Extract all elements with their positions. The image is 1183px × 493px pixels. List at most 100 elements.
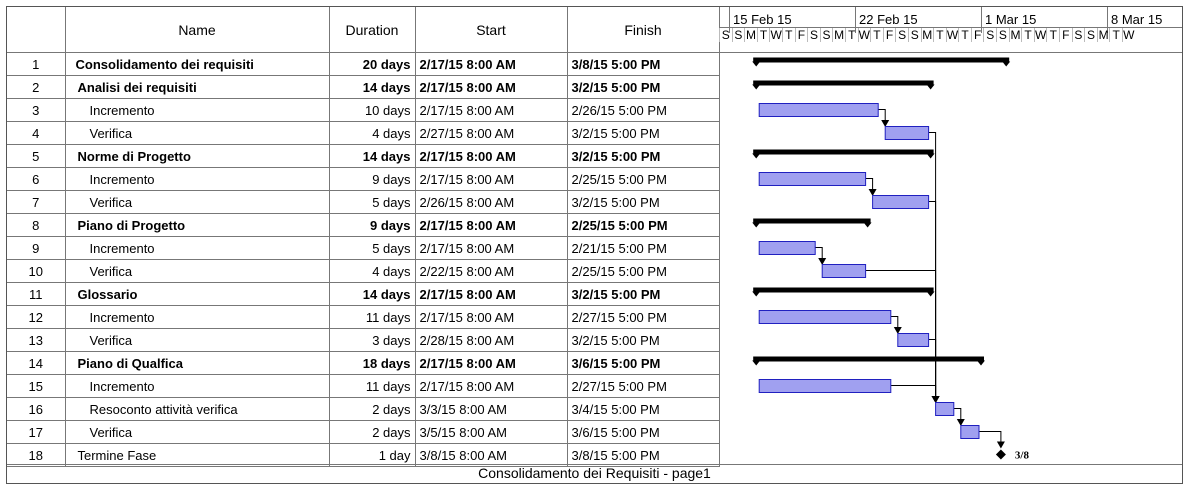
task-duration-cell[interactable]: 20 days bbox=[328, 52, 416, 76]
task-id-cell[interactable]: 11 bbox=[7, 282, 66, 306]
task-name-cell[interactable]: Glossario bbox=[64, 282, 330, 306]
task-start-cell[interactable]: 2/17/15 8:00 AM bbox=[414, 282, 568, 306]
task-duration-cell[interactable]: 9 days bbox=[328, 213, 416, 237]
task-finish-cell[interactable]: 3/6/15 5:00 PM bbox=[566, 351, 720, 375]
task-id-cell[interactable]: 10 bbox=[7, 259, 66, 283]
task-duration-cell[interactable]: 5 days bbox=[328, 190, 416, 214]
task-finish-cell[interactable]: 2/25/15 5:00 PM bbox=[566, 167, 720, 191]
task-finish-cell[interactable]: 3/2/15 5:00 PM bbox=[566, 328, 720, 352]
task-start-cell[interactable]: 3/5/15 8:00 AM bbox=[414, 420, 568, 444]
task-finish-cell[interactable]: 3/6/15 5:00 PM bbox=[566, 420, 720, 444]
task-finish-cell[interactable]: 3/2/15 5:00 PM bbox=[566, 190, 720, 214]
task-id-cell[interactable]: 17 bbox=[7, 420, 66, 444]
task-id-cell[interactable]: 2 bbox=[7, 75, 66, 99]
table-row[interactable]: 4 Verifica 4 days 2/27/15 8:00 AM 3/2/15 5:0… bbox=[7, 121, 720, 145]
task-start-cell[interactable]: 2/17/15 8:00 AM bbox=[414, 351, 568, 375]
task-name-cell[interactable]: Verifica bbox=[64, 259, 330, 283]
name-column-header[interactable]: Name bbox=[64, 7, 330, 53]
task-start-cell[interactable]: 3/3/15 8:00 AM bbox=[414, 397, 568, 421]
task-finish-cell[interactable]: 3/2/15 5:00 PM bbox=[566, 75, 720, 99]
task-id-cell[interactable]: 9 bbox=[7, 236, 66, 260]
task-start-cell[interactable]: 2/17/15 8:00 AM bbox=[414, 144, 568, 168]
task-id-cell[interactable]: 16 bbox=[7, 397, 66, 421]
finish-column-header[interactable]: Finish bbox=[566, 7, 720, 53]
table-row[interactable]: 17 Verifica 2 days 3/5/15 8:00 AM 3/6/15 5:0… bbox=[7, 420, 720, 444]
task-duration-cell[interactable]: 11 days bbox=[328, 374, 416, 398]
task-duration-cell[interactable]: 3 days bbox=[328, 328, 416, 352]
task-id-cell[interactable]: 7 bbox=[7, 190, 66, 214]
task-name-cell[interactable]: Incremento bbox=[64, 98, 330, 122]
table-row[interactable]: 5 Norme di Progetto 14 days 2/17/15 8:00 AM… bbox=[7, 144, 720, 168]
start-column-header[interactable]: Start bbox=[414, 7, 568, 53]
task-finish-cell[interactable]: 3/8/15 5:00 PM bbox=[566, 52, 720, 76]
task-name-cell[interactable]: Verifica bbox=[64, 121, 330, 145]
task-start-cell[interactable]: 2/17/15 8:00 AM bbox=[414, 305, 568, 329]
task-duration-cell[interactable]: 14 days bbox=[328, 144, 416, 168]
table-row[interactable]: 11 Glossario 14 days 2/17/15 8:00 AM 3/2/15 … bbox=[7, 282, 720, 306]
task-duration-cell[interactable]: 14 days bbox=[328, 282, 416, 306]
task-id-cell[interactable]: 6 bbox=[7, 167, 66, 191]
table-row[interactable]: 6 Incremento 9 days 2/17/15 8:00 AM 2/25/15 … bbox=[7, 167, 720, 191]
table-row[interactable]: 7 Verifica 5 days 2/26/15 8:00 AM 3/2/15 5:0… bbox=[7, 190, 720, 214]
task-duration-cell[interactable]: 10 days bbox=[328, 98, 416, 122]
task-id-cell[interactable]: 18 bbox=[7, 443, 66, 467]
task-finish-cell[interactable]: 2/26/15 5:00 PM bbox=[566, 98, 720, 122]
task-duration-cell[interactable]: 2 days bbox=[328, 397, 416, 421]
task-finish-cell[interactable]: 3/4/15 5:00 PM bbox=[566, 397, 720, 421]
task-finish-cell[interactable]: 2/27/15 5:00 PM bbox=[566, 374, 720, 398]
task-finish-cell[interactable]: 2/21/15 5:00 PM bbox=[566, 236, 720, 260]
task-name-cell[interactable]: Termine Fase bbox=[64, 443, 330, 467]
table-row[interactable]: 13 Verifica 3 days 2/28/15 8:00 AM 3/2/15 5:… bbox=[7, 328, 720, 352]
task-finish-cell[interactable]: 3/2/15 5:00 PM bbox=[566, 144, 720, 168]
task-id-cell[interactable]: 12 bbox=[7, 305, 66, 329]
table-row[interactable]: 3 Incremento 10 days 2/17/15 8:00 AM 2/26/15… bbox=[7, 98, 720, 122]
task-id-cell[interactable]: 4 bbox=[7, 121, 66, 145]
table-row[interactable]: 18 Termine Fase 1 day 3/8/15 8:00 AM 3/8/15 … bbox=[7, 443, 720, 467]
task-name-cell[interactable]: Incremento bbox=[64, 374, 330, 398]
task-start-cell[interactable]: 2/26/15 8:00 AM bbox=[414, 190, 568, 214]
task-name-cell[interactable]: Verifica bbox=[64, 328, 330, 352]
task-name-cell[interactable]: Verifica bbox=[64, 420, 330, 444]
task-name-cell[interactable]: Resoconto attività verifica bbox=[64, 397, 330, 421]
task-start-cell[interactable]: 2/17/15 8:00 AM bbox=[414, 213, 568, 237]
duration-column-header[interactable]: Duration bbox=[328, 7, 416, 53]
task-id-cell[interactable]: 1 bbox=[7, 52, 66, 76]
task-id-cell[interactable]: 3 bbox=[7, 98, 66, 122]
task-start-cell[interactable]: 2/27/15 8:00 AM bbox=[414, 121, 568, 145]
task-duration-cell[interactable]: 11 days bbox=[328, 305, 416, 329]
task-name-cell[interactable]: Verifica bbox=[64, 190, 330, 214]
task-name-cell[interactable]: Incremento bbox=[64, 236, 330, 260]
table-row[interactable]: 9 Incremento 5 days 2/17/15 8:00 AM 2/21/15 … bbox=[7, 236, 720, 260]
task-name-cell[interactable]: Piano di Qualfica bbox=[64, 351, 330, 375]
task-name-cell[interactable]: Incremento bbox=[64, 167, 330, 191]
task-id-cell[interactable]: 5 bbox=[7, 144, 66, 168]
task-duration-cell[interactable]: 4 days bbox=[328, 121, 416, 145]
table-row[interactable]: 1 Consolidamento dei requisiti 20 days 2/17… bbox=[7, 52, 720, 76]
task-duration-cell[interactable]: 9 days bbox=[328, 167, 416, 191]
table-row[interactable]: 12 Incremento 11 days 2/17/15 8:00 AM 2/27/1… bbox=[7, 305, 720, 329]
task-name-cell[interactable]: Norme di Progetto bbox=[64, 144, 330, 168]
task-finish-cell[interactable]: 3/2/15 5:00 PM bbox=[566, 282, 720, 306]
task-name-cell[interactable]: Analisi dei requisiti bbox=[64, 75, 330, 99]
task-id-cell[interactable]: 14 bbox=[7, 351, 66, 375]
task-start-cell[interactable]: 2/17/15 8:00 AM bbox=[414, 52, 568, 76]
task-name-cell[interactable]: Incremento bbox=[64, 305, 330, 329]
task-finish-cell[interactable]: 3/8/15 5:00 PM bbox=[566, 443, 720, 467]
task-start-cell[interactable]: 2/17/15 8:00 AM bbox=[414, 75, 568, 99]
task-start-cell[interactable]: 2/17/15 8:00 AM bbox=[414, 98, 568, 122]
task-start-cell[interactable]: 2/17/15 8:00 AM bbox=[414, 236, 568, 260]
task-id-cell[interactable]: 13 bbox=[7, 328, 66, 352]
table-row[interactable]: 10 Verifica 4 days 2/22/15 8:00 AM 2/25/15 5… bbox=[7, 259, 720, 283]
id-column-header[interactable] bbox=[7, 7, 66, 53]
task-start-cell[interactable]: 3/8/15 8:00 AM bbox=[414, 443, 568, 467]
task-duration-cell[interactable]: 5 days bbox=[328, 236, 416, 260]
task-name-cell[interactable]: Consolidamento dei requisiti bbox=[64, 52, 330, 76]
task-duration-cell[interactable]: 1 day bbox=[328, 443, 416, 467]
task-finish-cell[interactable]: 2/25/15 5:00 PM bbox=[566, 213, 720, 237]
table-row[interactable]: 14 Piano di Qualfica 18 days 2/17/15 8:00 A… bbox=[7, 351, 720, 375]
task-start-cell[interactable]: 2/22/15 8:00 AM bbox=[414, 259, 568, 283]
task-start-cell[interactable]: 2/17/15 8:00 AM bbox=[414, 167, 568, 191]
task-duration-cell[interactable]: 4 days bbox=[328, 259, 416, 283]
task-finish-cell[interactable]: 2/25/15 5:00 PM bbox=[566, 259, 720, 283]
table-row[interactable]: 15 Incremento 11 days 2/17/15 8:00 AM 2/27/1… bbox=[7, 374, 720, 398]
